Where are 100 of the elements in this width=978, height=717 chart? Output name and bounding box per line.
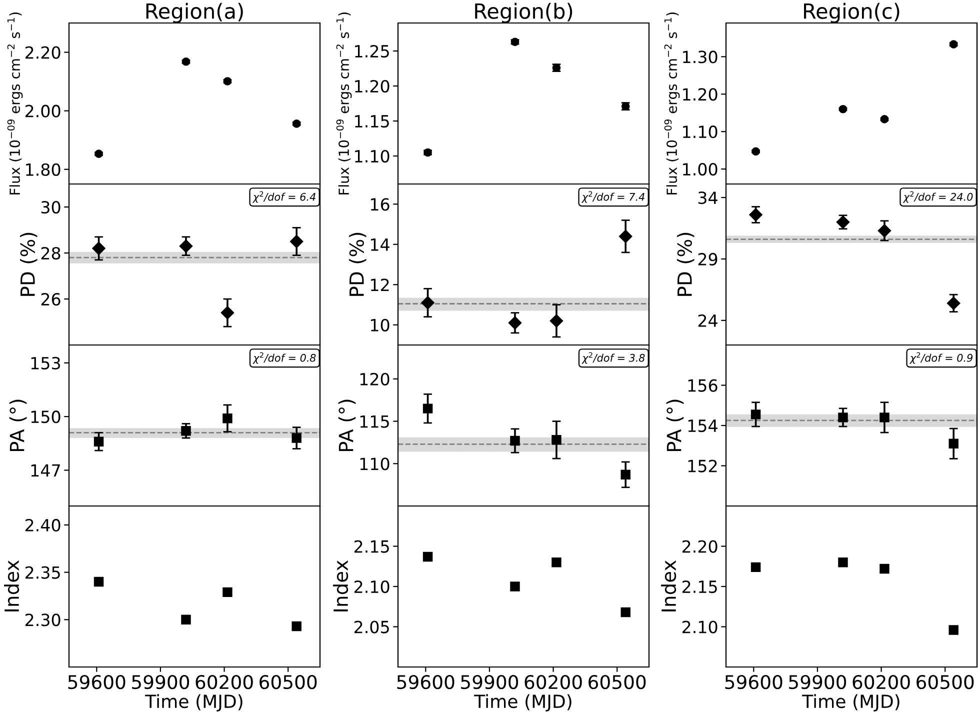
point (422, 404, 433, 414)
y-tick-label: 14 (370, 238, 390, 251)
point (880, 412, 890, 422)
y-axis-title: PD (%) (348, 232, 366, 296)
y-tick-label: 2.10 (354, 580, 390, 594)
x-tick-label: 60200 (852, 674, 910, 690)
point (94, 150, 103, 158)
y-tick-label: 1.20 (355, 80, 390, 93)
point (510, 436, 520, 446)
point (750, 562, 761, 572)
chart-title: Region(c) (804, 2, 900, 23)
point (620, 607, 630, 618)
x-axis-title: Time (MJD) (802, 694, 900, 712)
chart-title: Region(a) (146, 2, 243, 23)
y-tick-label: 29 (698, 252, 718, 266)
point (421, 296, 434, 310)
point (222, 413, 232, 424)
point (182, 57, 190, 66)
y-axis-title: Flux (10$^{−09}$ ergs cm$^{−2}$ s$^{−1}$) (336, 12, 352, 194)
y-tick-label: 2.05 (354, 620, 389, 634)
y-axis-title: Index (333, 560, 348, 612)
x-tick-label: 59600 (397, 674, 454, 690)
y-tick-label: 16 (370, 198, 390, 211)
point (880, 115, 889, 124)
y-tick-label: 2.40 (25, 518, 60, 532)
y-tick-label: 1.15 (355, 115, 389, 128)
y-axis-title: Flux (10$^{−09}$ ergs cm$^{−2}$ s$^{−1}$) (664, 12, 680, 194)
y-tick-label: 150 (31, 410, 60, 424)
y-axis-title: PA (°) (666, 400, 684, 452)
y-axis-title: Flux (10$^{−09}$ ergs cm$^{−2}$ s$^{−1}$) (7, 12, 23, 194)
annotation: χ$^{2}$/dof = 0.9 (909, 352, 973, 364)
point (749, 208, 762, 222)
x-tick-label: 59600 (68, 674, 126, 690)
point (92, 242, 106, 255)
y-tick-label: 153 (31, 356, 60, 370)
point (838, 412, 848, 422)
point (223, 77, 232, 86)
annotation: χ$^{2}$/dof = 0.8 (252, 352, 316, 364)
point (422, 552, 433, 562)
y-axis-title: PA (°) (9, 400, 27, 452)
y-tick-label: 2.10 (682, 620, 718, 634)
x-tick-label: 60500 (916, 674, 974, 690)
y-tick-label: 28 (41, 246, 60, 260)
x-axis-title: Time (MJD) (145, 694, 242, 712)
y-tick-label: 2.00 (25, 104, 60, 118)
point (878, 224, 892, 238)
x-tick-label: 59900 (461, 674, 518, 690)
y-tick-label: 10 (370, 318, 390, 332)
y-tick-label: 2.20 (682, 540, 718, 553)
y-tick-label: 115 (360, 415, 389, 428)
point (552, 435, 562, 445)
y-tick-label: 147 (31, 464, 60, 477)
annotation: χ$^{2}$/dof = 3.8 (582, 352, 645, 364)
point (948, 625, 958, 635)
y-axis-title: Index (661, 560, 676, 612)
x-tick-label: 59900 (132, 674, 190, 690)
y-tick-label: 2.30 (25, 614, 60, 626)
y-tick-label: 1.10 (355, 150, 390, 163)
point (292, 120, 301, 128)
y-tick-label: 156 (688, 379, 718, 392)
point (552, 557, 562, 568)
x-tick-label: 60200 (196, 674, 253, 690)
point (181, 614, 191, 625)
point (510, 582, 520, 592)
point (94, 436, 104, 446)
y-axis-title: PA (°) (338, 400, 356, 452)
point (752, 147, 760, 156)
point (838, 104, 848, 114)
chart-title: Region(b) (475, 2, 572, 23)
y-tick-label: 152 (688, 460, 717, 472)
point (94, 576, 104, 587)
y-tick-label: 1.80 (26, 163, 60, 176)
point (947, 296, 960, 310)
point (619, 230, 632, 243)
y-tick-label: 2.35 (25, 566, 60, 579)
point (292, 621, 302, 632)
x-tick-label: 60500 (588, 674, 646, 690)
y-tick-label: 110 (360, 458, 390, 470)
y-tick-label: 1.30 (683, 50, 718, 64)
x-tick-label: 59600 (725, 674, 782, 690)
point (550, 314, 564, 328)
y-tick-label: 120 (360, 372, 390, 386)
y-tick-label: 2.15 (354, 540, 389, 553)
y-tick-label: 1.20 (683, 88, 718, 101)
y-tick-label: 1.25 (355, 44, 389, 58)
point (949, 40, 958, 49)
y-tick-label: 12 (370, 278, 389, 291)
x-tick-label: 59900 (789, 674, 846, 690)
x-tick-label: 60500 (260, 674, 317, 690)
y-tick-label: 1.10 (683, 126, 718, 138)
annotation: χ$^{2}$/dof = 24.0 (902, 191, 973, 203)
y-axis-title: PD (%) (676, 232, 694, 296)
point (620, 470, 630, 480)
point (290, 234, 304, 248)
point (508, 316, 522, 330)
point (948, 438, 958, 448)
point (880, 564, 890, 574)
point (292, 433, 302, 443)
annotation: χ$^{2}$/dof = 6.4 (252, 191, 316, 203)
y-axis-title: PD (%) (20, 232, 38, 296)
